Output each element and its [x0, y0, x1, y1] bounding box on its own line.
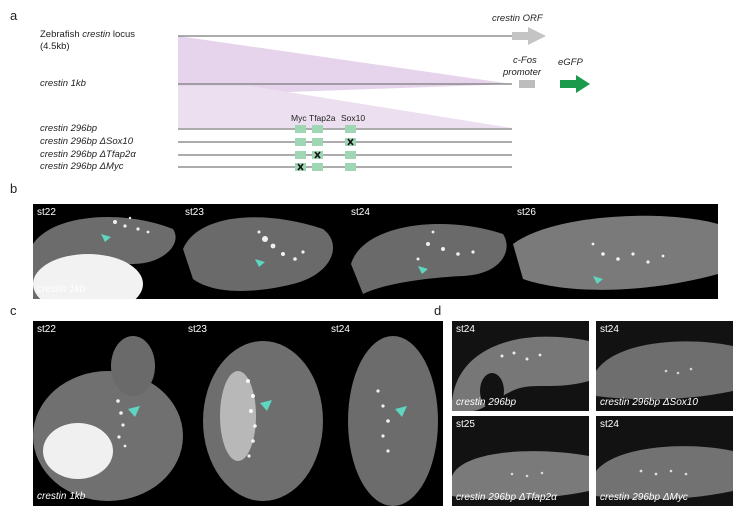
motif-label-myc: Myc	[291, 113, 307, 123]
one-kb-label: crestin 1kb	[40, 78, 86, 89]
motif-label-tfap2a: Tfap2a	[309, 113, 336, 123]
c-stage-3: st24	[331, 324, 350, 335]
c-caption: crestin 1kb	[37, 491, 86, 502]
construct-label-3: crestin 296bp ΔTfap2α	[40, 149, 136, 160]
promoter-label-2: promoter	[503, 67, 542, 78]
d-tile-3: st25 crestin 296bp ΔTfap2α	[452, 416, 589, 506]
markers-c	[128, 400, 407, 417]
locus-size-label: (4.5kb)	[40, 41, 70, 52]
egfp-label: eGFP	[558, 57, 583, 68]
panel-a-label: a	[10, 8, 18, 23]
d-caption-3: crestin 296bp ΔTfap2α	[456, 492, 557, 503]
b-stage-4: st26	[517, 207, 536, 218]
d-caption-4: crestin 296bp ΔMyc	[600, 492, 688, 503]
cfos-promoter-box	[519, 80, 535, 88]
panel-b-label: b	[10, 181, 18, 196]
locus-label: Zebrafish crestin locus	[40, 29, 136, 40]
orf-arrow	[512, 27, 546, 45]
d-caption-2: crestin 296bp ΔSox10	[600, 397, 698, 408]
d-caption-1: crestin 296bp	[456, 397, 517, 408]
panel-d-label: d	[434, 303, 442, 318]
promoter-label-1: c-Fos	[513, 55, 537, 66]
markers-b	[101, 234, 603, 284]
c-stage-2: st23	[188, 324, 207, 335]
d-stage-3: st25	[456, 419, 475, 430]
deletion-marks	[297, 138, 354, 171]
d-tile-4: st24 crestin 296bp ΔMyc	[596, 416, 733, 506]
d-stage-2: st24	[600, 324, 619, 335]
egfp-arrow	[560, 75, 590, 93]
d-stage-1: st24	[456, 324, 475, 335]
construct-label-1: crestin 296bp	[40, 123, 98, 134]
d-tile-2: st24 crestin 296bp ΔSox10	[596, 321, 733, 411]
c-stage-1: st22	[37, 324, 56, 335]
d-stage-4: st24	[600, 419, 619, 430]
b-caption: crestin 1kb	[37, 284, 86, 295]
b-stage-3: st24	[351, 207, 370, 218]
d-tile-1: st24 crestin 296bp	[452, 321, 589, 411]
b-stage-2: st23	[185, 207, 204, 218]
orf-label: crestin ORF	[492, 13, 543, 24]
motif-label-sox10: Sox10	[341, 113, 366, 123]
zoom-wedge-locus	[178, 36, 512, 96]
panel-c-label: c	[10, 303, 17, 318]
motif-boxes	[295, 125, 356, 171]
construct-label-2: crestin 296bp ΔSox10	[40, 136, 133, 147]
zoom-wedge-1kb	[178, 86, 512, 128]
construct-label-4: crestin 296bp ΔMyc	[40, 161, 124, 172]
b-stage-1: st22	[37, 207, 56, 218]
panel-a-diagram	[178, 27, 590, 171]
panel-c-image-strip: st22 st23 st24 crestin 1kb	[33, 321, 443, 506]
panel-b-image-strip: st22 st23 st24 st26 crestin 1kb	[33, 204, 718, 299]
